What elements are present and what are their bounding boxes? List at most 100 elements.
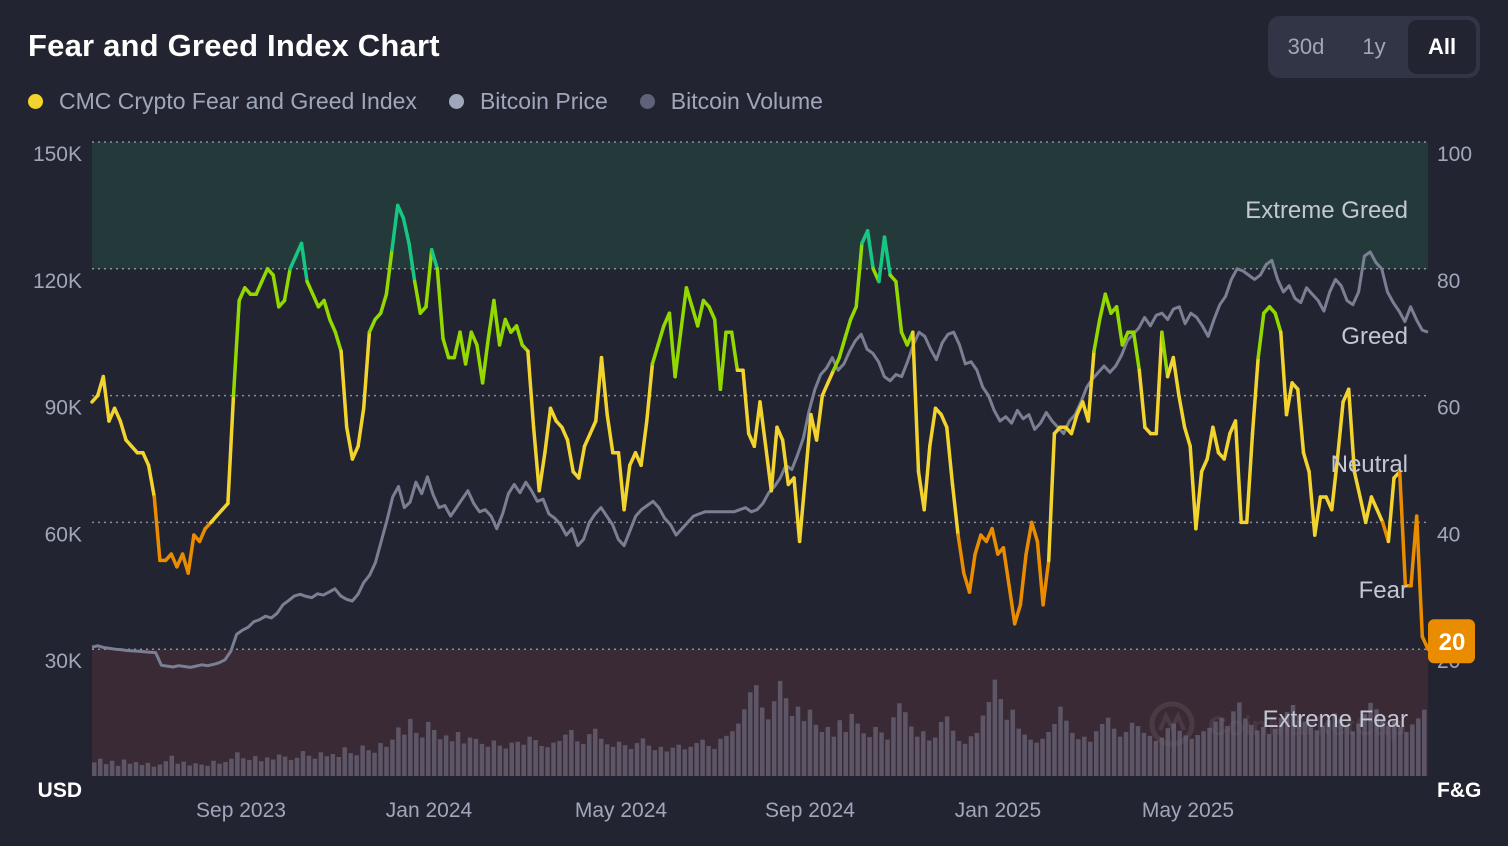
fg-index-segment: [1035, 539, 1045, 607]
legend-item-fg-index[interactable]: CMC Crypto Fear and Greed Index: [28, 88, 417, 115]
volume-bar: [205, 765, 210, 776]
volume-bar: [849, 713, 854, 776]
volume-bar: [1231, 711, 1236, 776]
extreme-greed-zone: [92, 142, 1428, 269]
volume-bar: [1165, 728, 1171, 776]
fg-index-segment: [1414, 514, 1425, 639]
legend-item-bitcoin-volume[interactable]: Bitcoin Volume: [639, 88, 823, 115]
volume-bar: [1082, 736, 1087, 776]
volume-bar: [640, 738, 646, 776]
fg-index-segment: [1386, 476, 1396, 544]
fg-index-segment: [395, 203, 406, 220]
volume-bar: [491, 740, 497, 776]
fg-index-segment: [514, 324, 524, 347]
volume-bar: [551, 742, 556, 776]
volume-bar: [634, 743, 640, 776]
fg-index-segment: [429, 248, 440, 271]
x-axis-tick-label: Jan 2025: [955, 799, 1041, 822]
fg-index-segment: [922, 444, 932, 512]
fg-index-segment: [531, 425, 541, 493]
fg-index-segment: [237, 286, 247, 303]
fg-index-segment: [1120, 330, 1130, 347]
fg-index-segment: [803, 412, 813, 480]
x-axis-tick-label: Jan 2024: [386, 799, 473, 822]
volume-bar: [163, 761, 169, 776]
fg-index-segment: [1103, 292, 1113, 315]
volume-bar: [1159, 737, 1165, 776]
volume-bar: [336, 756, 341, 776]
fg-index-segment: [1279, 330, 1289, 417]
fg-index-segment: [1092, 317, 1102, 353]
volume-bar: [1004, 719, 1009, 776]
volume-bar: [390, 739, 395, 776]
volume-bar: [1183, 735, 1188, 776]
legend-item-bitcoin-price[interactable]: Bitcoin Price: [448, 88, 608, 115]
volume-bar: [378, 743, 383, 776]
volume-bar: [1088, 741, 1093, 776]
volume-bar: [300, 751, 306, 776]
legend-label: Bitcoin Price: [479, 88, 608, 114]
range-all-button[interactable]: All: [1408, 20, 1476, 74]
fg-index-segment: [1330, 457, 1340, 512]
volume-bar: [801, 721, 807, 776]
left-axis-tick-label: 30K: [45, 650, 82, 673]
volume-bar: [915, 736, 920, 776]
volume-bar: [1171, 723, 1176, 776]
fg-index-segment: [1420, 634, 1430, 651]
volume-bar: [968, 736, 974, 776]
fg-index-segment: [1114, 305, 1125, 347]
volume-bar: [1249, 724, 1254, 776]
volume-bar: [408, 718, 413, 776]
volume-bar: [157, 764, 163, 776]
fg-index-segment: [928, 406, 938, 449]
volume-bar: [1284, 712, 1290, 776]
volume-bar: [992, 679, 998, 776]
volume-bar: [181, 761, 186, 776]
volume-bar: [1314, 730, 1320, 776]
zone-label: Extreme Fear: [1263, 706, 1408, 733]
range-30d-button[interactable]: 30d: [1287, 34, 1325, 59]
fg-index-segment: [758, 400, 768, 449]
x-axis-tick-label: May 2024: [575, 799, 668, 822]
volume-bar: [420, 737, 425, 776]
fg-index-segment: [424, 248, 434, 309]
fear-greed-index-series: [90, 203, 1430, 651]
volume-bar: [569, 729, 574, 776]
volume-bar: [318, 752, 324, 776]
fg-index-segment: [1199, 457, 1209, 474]
fg-index-segment: [831, 355, 842, 372]
volume-bar: [944, 716, 950, 776]
volume-bar: [563, 734, 568, 776]
range-1y-button[interactable]: 1y: [1362, 34, 1386, 59]
zone-label: Neutral: [1331, 451, 1408, 478]
bitcoin-price-series: [91, 250, 1429, 669]
volume-bar: [837, 720, 842, 776]
fg-index-segment: [254, 279, 264, 296]
volume-bar: [437, 739, 443, 776]
volume-bar: [1076, 739, 1081, 776]
fg-index-segment: [848, 305, 858, 322]
fg-index-segment: [1301, 450, 1311, 474]
volume-bar: [324, 756, 330, 776]
volume-bar: [885, 739, 890, 776]
volume-bar: [598, 738, 604, 776]
volume-bar: [533, 740, 538, 776]
volume-bar: [688, 746, 693, 776]
fg-index-segment: [226, 393, 236, 506]
volume-bar: [270, 759, 276, 776]
left-axis-tick-label: 150K: [33, 143, 82, 166]
fg-index-segment: [543, 406, 553, 455]
volume-bar: [867, 737, 872, 776]
volume-bar: [187, 765, 192, 776]
volume-bar: [927, 740, 932, 776]
volume-bar: [1129, 722, 1135, 776]
chart-legend: CMC Crypto Fear and Greed Index Bitcoin …: [28, 88, 855, 115]
fg-index-segment: [894, 279, 904, 334]
fg-index-segment: [497, 317, 508, 347]
volume-bar: [1416, 718, 1421, 776]
fg-index-segment: [367, 317, 377, 334]
volume-bar: [1320, 725, 1326, 776]
volume-bar: [897, 703, 902, 776]
fg-index-segment: [565, 438, 575, 474]
